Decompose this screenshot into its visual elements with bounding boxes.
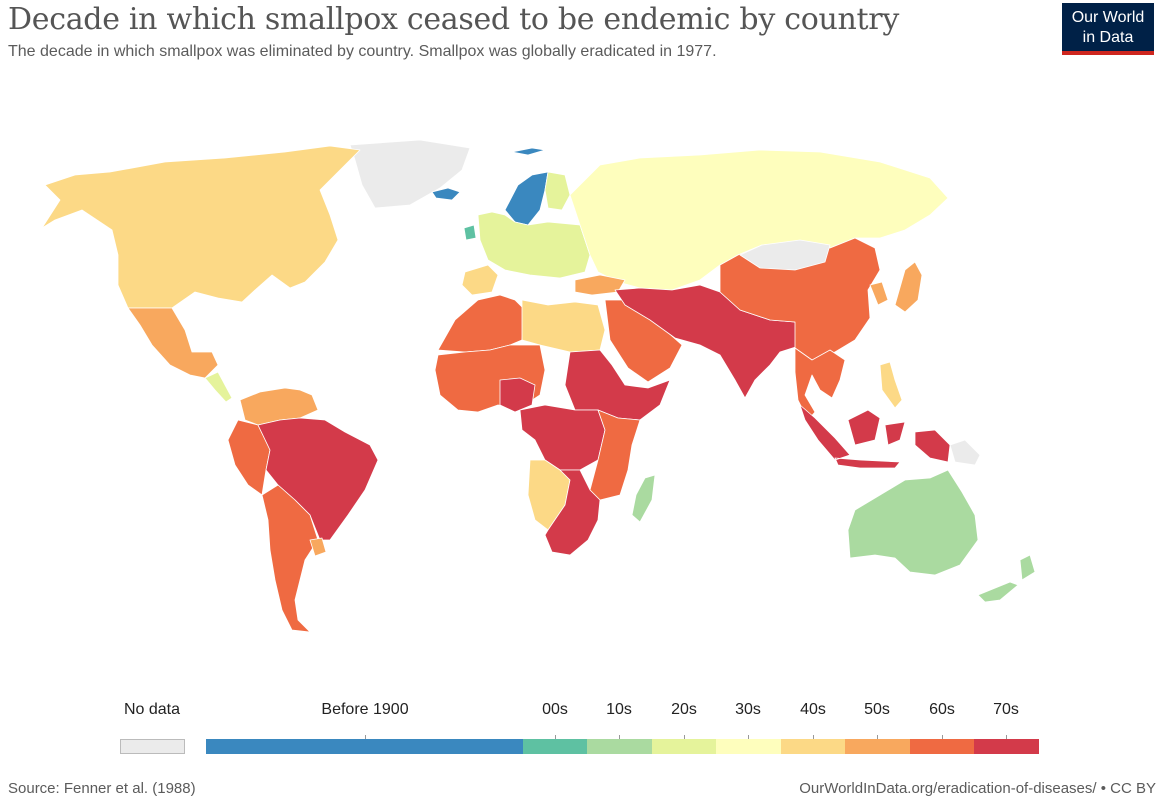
region-greenland[interactable] xyxy=(349,139,471,209)
legend-swatch-70s[interactable] xyxy=(974,739,1039,754)
legend-swatch-20s[interactable] xyxy=(652,739,716,754)
legend-label-30s: 30s xyxy=(735,701,761,718)
chart-title: Decade in which smallpox ceased to be en… xyxy=(8,2,899,37)
region-south-asia[interactable] xyxy=(614,284,803,399)
region-east-africa[interactable] xyxy=(589,409,641,501)
region-mongolia[interactable] xyxy=(739,239,831,271)
legend-label-no-data: No data xyxy=(123,701,181,718)
region-northern-south-america[interactable] xyxy=(239,387,319,426)
legend-swatch-before-1900[interactable] xyxy=(206,739,523,754)
legend-tick-50s xyxy=(877,735,878,740)
region-new-zealand[interactable] xyxy=(977,554,1036,603)
owid-logo[interactable]: Our World in Data xyxy=(1062,3,1154,55)
legend-swatch-30s[interactable] xyxy=(716,739,781,754)
footer-link[interactable]: OurWorldInData.org/eradication-of-diseas… xyxy=(799,780,1156,797)
legend-swatch-50s[interactable] xyxy=(845,739,910,754)
legend-tick-30s xyxy=(748,735,749,740)
region-southeast-asia[interactable] xyxy=(794,347,846,421)
logo-line-1: Our World xyxy=(1071,9,1145,26)
region-ireland[interactable] xyxy=(463,224,477,241)
region-mexico[interactable] xyxy=(127,307,219,379)
legend-tick-10s xyxy=(619,735,620,740)
region-iberia[interactable] xyxy=(461,264,499,296)
region-uruguay[interactable] xyxy=(309,537,327,557)
region-australia[interactable] xyxy=(847,469,979,576)
region-indonesia[interactable] xyxy=(799,404,951,469)
region-finland[interactable] xyxy=(544,171,571,211)
legend-label-20s: 20s xyxy=(671,701,697,718)
legend-swatch-no-data[interactable] xyxy=(120,739,185,754)
region-japan-korea[interactable] xyxy=(869,261,923,313)
legend-swatch-10s[interactable] xyxy=(587,739,652,754)
region-madagascar[interactable] xyxy=(631,474,656,523)
region-iceland[interactable] xyxy=(431,187,461,201)
legend-tick-70s xyxy=(1006,735,1007,740)
region-north-america[interactable] xyxy=(41,145,361,309)
legend-label-70s: 70s xyxy=(993,701,1019,718)
legend-tick-20s xyxy=(684,735,685,740)
source-note: Source: Fenner et al. (1988) xyxy=(8,780,196,797)
region-western-europe[interactable] xyxy=(477,211,591,279)
legend-tick-00s xyxy=(555,735,556,740)
legend-label-60s: 60s xyxy=(929,701,955,718)
logo-line-2: in Data xyxy=(1082,29,1134,46)
region-philippines[interactable] xyxy=(879,361,903,409)
legend-tick-before-1900 xyxy=(365,735,366,740)
world-map[interactable] xyxy=(0,120,1168,640)
region-central-africa[interactable] xyxy=(519,404,606,471)
legend-tick-40s xyxy=(813,735,814,740)
region-southern-cone[interactable] xyxy=(261,484,319,633)
legend-label-before-1900: Before 1900 xyxy=(321,701,409,718)
chart-subtitle: The decade in which smallpox was elimina… xyxy=(8,43,717,60)
legend-tick-60s xyxy=(942,735,943,740)
region-libya-egypt[interactable] xyxy=(521,299,606,353)
legend-label-50s: 50s xyxy=(864,701,890,718)
region-scandinavia[interactable] xyxy=(504,147,549,226)
legend-swatch-00s[interactable] xyxy=(523,739,587,754)
legend-label-10s: 10s xyxy=(606,701,632,718)
region-nigeria[interactable] xyxy=(499,377,536,413)
region-papua[interactable] xyxy=(949,439,981,466)
color-legend: No data Before 1900 00s 10s 20s 30s 40s … xyxy=(0,695,1168,765)
legend-swatch-40s[interactable] xyxy=(781,739,845,754)
legend-label-40s: 40s xyxy=(800,701,826,718)
region-brazil[interactable] xyxy=(257,417,379,541)
legend-label-00s: 00s xyxy=(542,701,568,718)
region-north-africa-west[interactable] xyxy=(437,294,526,353)
legend-swatch-60s[interactable] xyxy=(910,739,974,754)
region-central-america[interactable] xyxy=(204,371,233,403)
region-southern-africa[interactable] xyxy=(544,469,601,556)
logo-accent-bar xyxy=(1062,51,1154,55)
